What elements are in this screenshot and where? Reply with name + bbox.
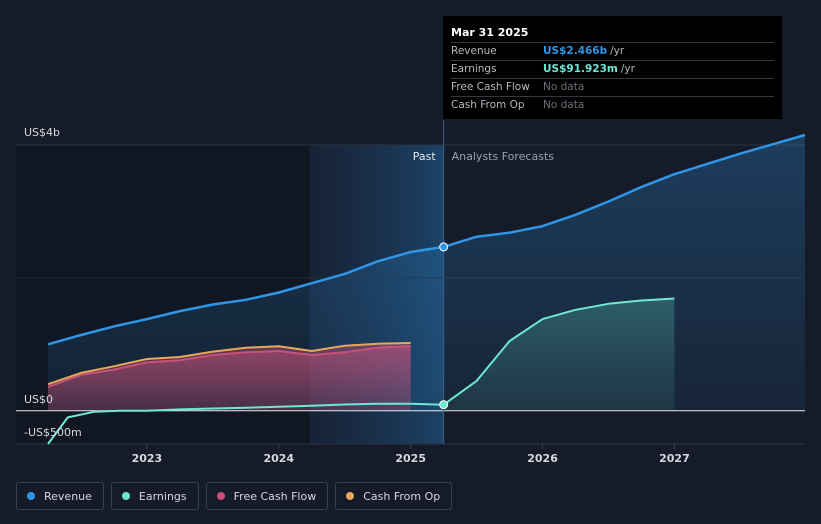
- x-tick-label: 2024: [263, 452, 294, 465]
- x-tick-label: 2026: [527, 452, 558, 465]
- revenue-marker: [439, 242, 449, 252]
- revenue-line: [47, 133, 806, 346]
- y-axis-top-label: US$4b: [24, 126, 60, 139]
- tooltip-row-earnings: Earnings US$91.923m /yr: [451, 60, 774, 78]
- earnings-forecast-area: [443, 298, 675, 411]
- free-cash-flow-dot-icon: [216, 492, 225, 500]
- past-label: Past: [413, 150, 437, 163]
- tooltip-row-revenue: Revenue US$2.466b /yr: [451, 42, 774, 60]
- tooltip-value: US$2.466b: [543, 45, 608, 57]
- earnings-dot-icon: [121, 492, 130, 500]
- x-tick-label: 2023: [132, 452, 163, 465]
- legend-item-revenue[interactable]: Revenue: [16, 482, 104, 510]
- tooltip-value: No data: [543, 99, 585, 111]
- y-axis-zero-label: US$0: [24, 393, 53, 406]
- legend-label: Revenue: [44, 489, 92, 503]
- legend-item-earnings[interactable]: Earnings: [110, 482, 199, 510]
- x-tick-label: 2025: [395, 452, 426, 465]
- legend-label: Earnings: [138, 489, 187, 503]
- tooltip-date: Mar 31 2025: [451, 26, 529, 39]
- x-tick-label: 2027: [659, 452, 690, 465]
- legend-item-free-cash-flow[interactable]: Free Cash Flow: [205, 482, 329, 510]
- earnings-line: [47, 297, 675, 445]
- tooltip-row-free-cash-flow: Free Cash Flow No data: [451, 78, 774, 96]
- cash-from-op-line: [47, 342, 411, 386]
- cash-from-op-dot-icon: [346, 492, 355, 500]
- tooltip-unit: /yr: [620, 63, 635, 75]
- tooltip-label: Cash From Op: [451, 99, 525, 111]
- tooltip-panel: Mar 31 2025 Revenue US$2.466b /yr Earnin…: [443, 16, 782, 119]
- legend-label: Free Cash Flow: [233, 489, 317, 503]
- tooltip-row-cash-from-op: Cash From Op No data: [451, 96, 774, 114]
- legend-label: Cash From Op: [363, 489, 441, 503]
- earnings-marker: [439, 400, 449, 410]
- tooltip-label: Revenue: [451, 45, 497, 57]
- tooltip-value: US$91.923m: [543, 63, 618, 75]
- free-cash-flow-line: [47, 345, 411, 388]
- y-axis-bottom-label: -US$500m: [24, 426, 82, 439]
- forecast-label: Analysts Forecasts: [452, 150, 555, 163]
- free-cash-flow-area: [48, 346, 411, 411]
- legend-item-cash-from-op[interactable]: Cash From Op: [335, 482, 453, 510]
- tooltip-unit: /yr: [610, 45, 625, 57]
- tooltip-value: No data: [543, 81, 585, 93]
- tooltip-label: Earnings: [451, 63, 497, 75]
- tooltip-label: Free Cash Flow: [451, 81, 530, 93]
- chart-legend: Revenue Earnings Free Cash Flow Cash Fro…: [16, 482, 453, 510]
- revenue-dot-icon: [27, 492, 35, 500]
